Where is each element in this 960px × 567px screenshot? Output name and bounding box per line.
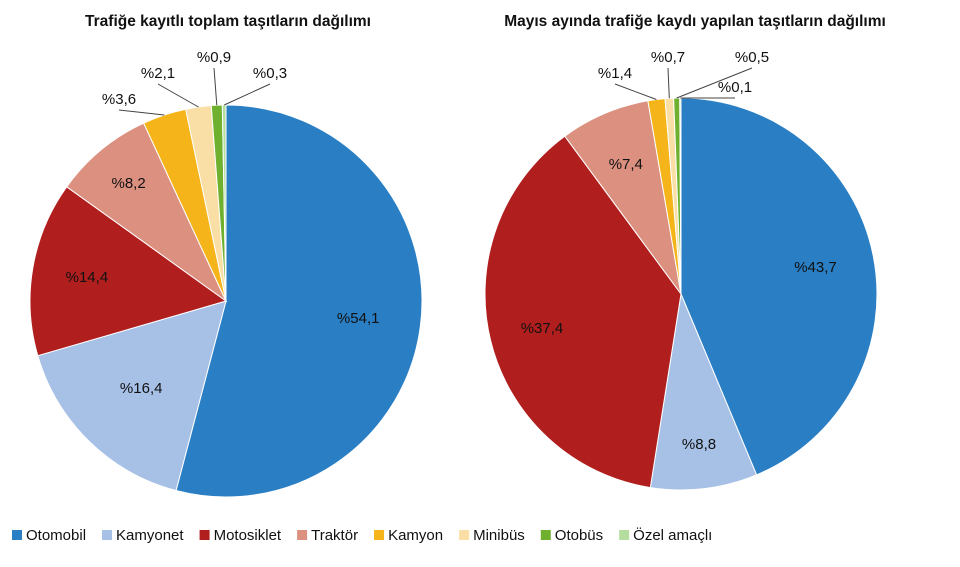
leader-line-minibus — [157, 83, 199, 108]
leader-line-minibus — [667, 67, 670, 99]
legend-swatch — [297, 530, 308, 540]
legend-item-kamyon: Kamyon — [374, 527, 443, 544]
data-label-otomobil: %54,1 — [337, 310, 380, 327]
leader-line-kamyon — [614, 83, 657, 100]
legend-item-traktor: Traktör — [297, 527, 358, 544]
data-label-traktor: %7,4 — [609, 156, 643, 173]
chart-title-registered-total: Trafiğe kayıtlı toplam taşıtların dağılı… — [85, 13, 371, 30]
legend-label: Özel amaçlı — [633, 526, 712, 544]
leader-line-kamyon — [118, 109, 165, 116]
data-label-minibus: %2,1 — [141, 65, 175, 82]
legend-label: Kamyon — [388, 527, 443, 544]
leader-line-otobus — [213, 67, 218, 106]
data-label-kamyon: %3,6 — [102, 91, 136, 108]
data-label-otobus: %0,5 — [735, 49, 769, 66]
slice-traktor — [66, 122, 228, 303]
legend-item-motosiklet: Motosiklet — [199, 527, 282, 544]
slice-motosiklet — [29, 186, 228, 357]
data-label-kamyonet: %8,8 — [682, 436, 716, 453]
legend-swatch — [12, 530, 22, 540]
legend-label: Otobüs — [555, 527, 603, 544]
legend-item-minibus: Minibüs — [459, 527, 525, 544]
legend: Otomobil Kamyonet Motosiklet Traktör Kamyon M… — [12, 526, 712, 544]
legend-label: Traktör — [311, 527, 358, 544]
slice-otomobil — [680, 97, 878, 476]
legend-swatch — [199, 530, 210, 540]
legend-label: Kamyonet — [116, 527, 184, 544]
legend-swatch — [619, 530, 630, 540]
data-label-motosiklet: %14,4 — [66, 269, 109, 286]
pie-chart-registered-total: %54,1 %16,4 %14,4 %8,2 %3,6 %2,1 %0,9 %0,3 — [29, 49, 423, 498]
legend-swatch — [540, 530, 551, 540]
legend-swatch — [374, 530, 385, 540]
legend-swatch — [102, 530, 113, 540]
legend-item-kamyonet: Kamyonet — [102, 527, 184, 544]
legend-item-ozel-amacli: Özel amaçlı — [619, 526, 712, 544]
data-label-ozel-amacli: %0,1 — [718, 79, 752, 96]
data-label-minibus: %0,7 — [651, 49, 685, 66]
data-label-kamyon: %1,4 — [598, 65, 632, 82]
slice-kamyonet — [649, 292, 758, 491]
legend-item-otomobil: Otomobil — [12, 527, 86, 544]
slice-motosiklet — [484, 135, 682, 489]
legend-label: Motosiklet — [214, 527, 282, 544]
legend-item-otobus: Otobüs — [540, 527, 603, 544]
legend-label: Minibüs — [473, 527, 525, 544]
slice-otomobil — [175, 104, 423, 498]
data-label-otomobil: %43,7 — [794, 259, 837, 276]
data-label-traktor: %8,2 — [111, 175, 145, 192]
legend-swatch — [459, 530, 470, 540]
data-label-motosiklet: %37,4 — [521, 320, 564, 337]
legend-label: Otomobil — [26, 527, 86, 544]
chart-title-may-registrations: Mayıs ayında trafiğe kaydı yapılan taşıt… — [504, 13, 886, 30]
data-label-kamyonet: %16,4 — [120, 380, 163, 397]
leader-line-ozel-amacli — [223, 83, 271, 106]
data-label-otobus: %0,9 — [197, 49, 231, 66]
data-label-ozel-amacli: %0,3 — [253, 65, 287, 82]
pie-chart-may-registrations: %43,7 %8,8 %37,4 %7,4 %1,4 %0,7 %0,5 %0,1 — [484, 49, 878, 491]
slice-kamyonet — [37, 300, 227, 492]
leader-line-otobus — [676, 67, 753, 99]
slice-ozel-amacli — [221, 104, 227, 302]
